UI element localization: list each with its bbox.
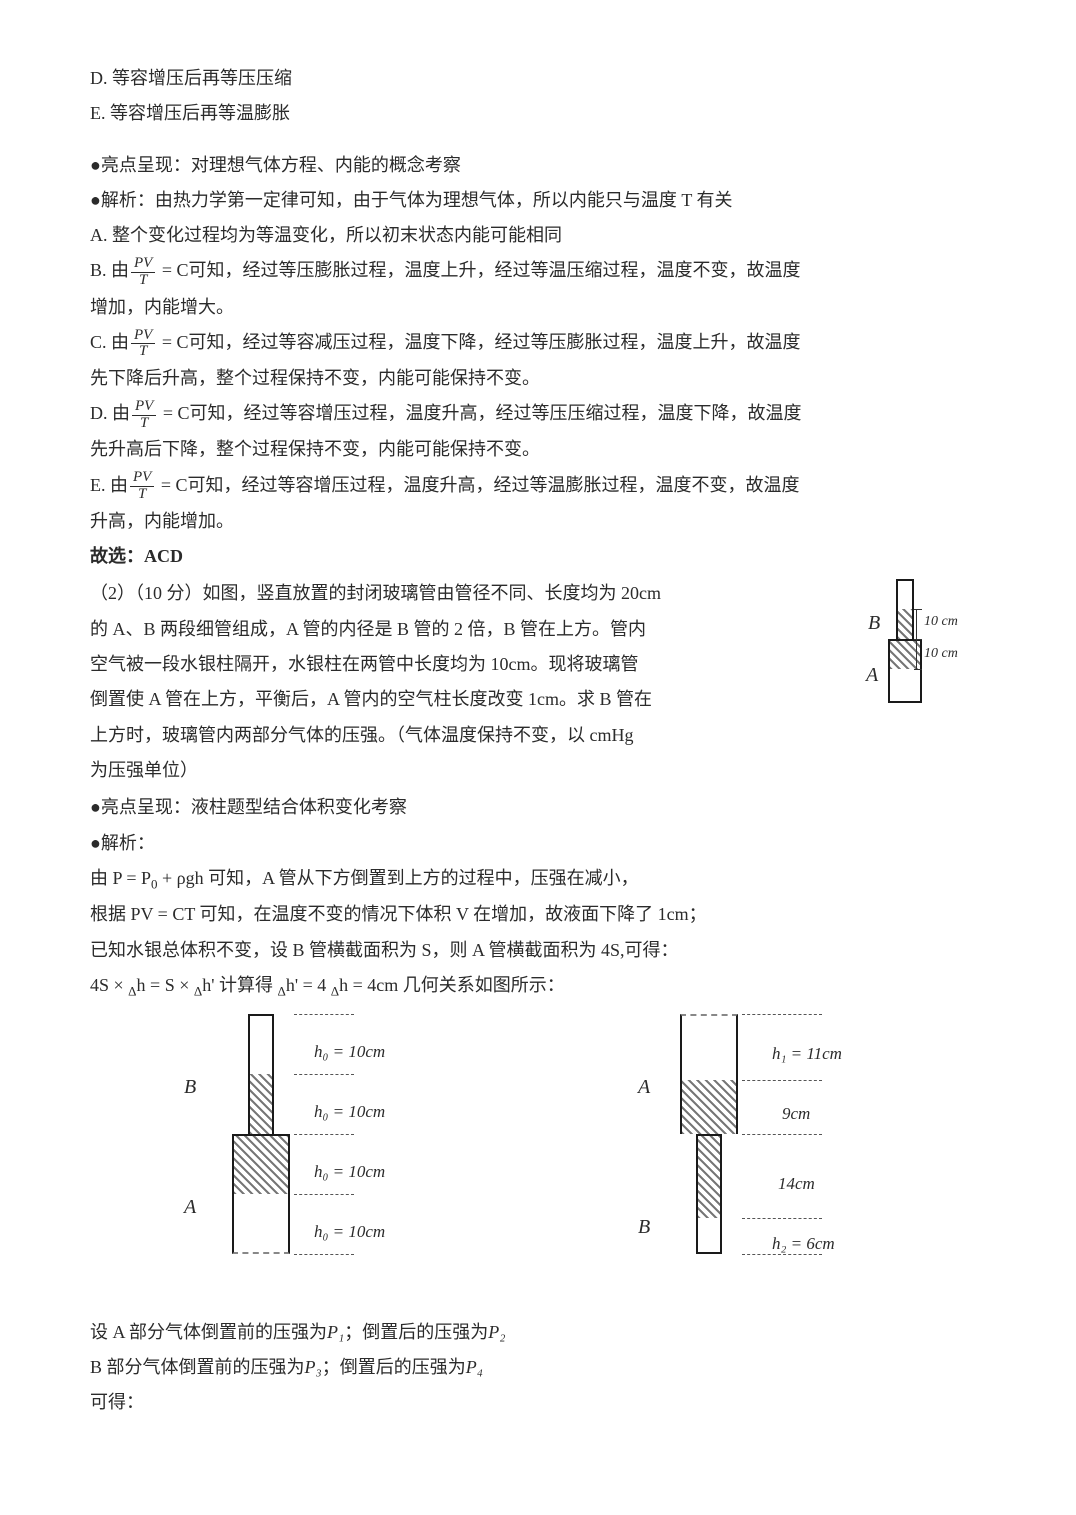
right-9cm: 9cm: [782, 1098, 810, 1129]
conclusion-l3: 可得：: [90, 1386, 986, 1419]
option-d: D. 等容增压后再等压压缩: [90, 62, 986, 95]
right-h2: h₂ = 6cm: [772, 1228, 835, 1259]
highlight-1: ●亮点呈现：对理想气体方程、内能的概念考察: [90, 149, 986, 182]
q2-l4: 倒置使 A 管在上方，平衡后，A 管内的空气柱长度改变 1cm。求 B 管在: [90, 683, 848, 716]
concl-p2: P₂: [488, 1322, 505, 1342]
concl-l2a: B 部分气体倒置前的压强为: [90, 1357, 305, 1377]
concl-p1: P₁: [327, 1322, 344, 1342]
sol-l1-post: + ρgh 可知，A 管从下方倒置到上方的过程中，压强在减小，: [158, 868, 639, 888]
left-h0-2: h₀ = 10cm: [314, 1096, 385, 1127]
analysis-2: ●解析：: [90, 827, 986, 860]
conclusion-l2: B 部分气体倒置前的压强为P₃；倒置后的压强为P₄: [90, 1351, 986, 1384]
sol-l4-a: 4S ×: [90, 975, 128, 995]
concl-p3: P₃: [305, 1357, 322, 1377]
expl-b: B. 由PVT = C可知，经过等压膨胀过程，温度上升，经过等温压缩过程，温度不…: [90, 254, 986, 288]
delta-3: Δ: [278, 984, 286, 999]
analysis-head: ●解析：由热力学第一定律可知，由于气体为理想气体，所以内能只与温度 T 有关: [90, 184, 986, 217]
expl-a: A. 整个变化过程均为等温变化，所以初末状态内能可能相同: [90, 219, 986, 252]
sol-l1: 由 P = P0 + ρgh 可知，A 管从下方倒置到上方的过程中，压强在减小，: [90, 862, 986, 897]
frac-pv-t: PVT: [130, 470, 154, 503]
conclusion-l1: 设 A 部分气体倒置前的压强为P₁；倒置后的压强为P₂: [90, 1316, 986, 1349]
sol-l1-pre: 由 P = P: [90, 868, 151, 888]
expl-d: D. 由PVT = C可知，经过等容增压过程，温度升高，经过等压压缩过程，温度下…: [90, 397, 986, 431]
sol-l4: 4S × Δh = S × Δh' 计算得 Δh' = 4 Δh = 4cm 几…: [90, 969, 986, 1004]
small-dim-2: 10 cm: [924, 641, 958, 667]
frac-pv-t: PVT: [132, 399, 156, 432]
q2-l1: （2）（10 分）如图，竖直放置的封闭玻璃管由管径不同、长度均为 20cm: [90, 577, 848, 610]
frac-pv-t: PVT: [131, 328, 155, 361]
expl-e-pre: E. 由: [90, 475, 128, 495]
delta-1: Δ: [128, 984, 136, 999]
q2-l5: 上方时，玻璃管内两部分气体的压强。（气体温度保持不变，以 cmHg: [90, 719, 848, 752]
delta-4: Δ: [331, 984, 339, 999]
left-h0-3: h₀ = 10cm: [314, 1156, 385, 1187]
sol-l4-e: h = 4cm 几何关系如图所示：: [339, 975, 565, 995]
expl-e: E. 由PVT = C可知，经过等容增压过程，温度升高，经过等温膨胀过程，温度不…: [90, 469, 986, 503]
sol-l4-d: h' = 4: [286, 975, 331, 995]
option-e: E. 等容增压后再等温膨胀: [90, 97, 986, 130]
expl-b-pre: B. 由: [90, 260, 129, 280]
left-h0-4: h₀ = 10cm: [314, 1216, 385, 1247]
right-14cm: 14cm: [778, 1168, 815, 1199]
left-h0-1: h₀ = 10cm: [314, 1036, 385, 1067]
right-label-a: A: [638, 1069, 650, 1106]
sol-l3: 已知水银总体积不变，设 B 管横截面积为 S，则 A 管横截面积为 4S,可得：: [90, 934, 986, 967]
expl-e-2: 升高，内能增加。: [90, 505, 986, 538]
concl-p4: P₄: [466, 1357, 483, 1377]
expl-c-pre: C. 由: [90, 332, 129, 352]
big-diagrams: B A h₀ = 10cm h₀ = 10cm h₀ = 10cm h₀ = 1…: [90, 1014, 986, 1304]
expl-b-post: = C可知，经过等压膨胀过程，温度上升，经过等温压缩过程，温度不变，故温度: [157, 260, 800, 280]
expl-c-post: = C可知，经过等容减压过程，温度下降，经过等压膨胀过程，温度上升，故温度: [157, 332, 800, 352]
concl-l2b: ；倒置后的压强为: [322, 1357, 466, 1377]
sol-l4-b: h = S ×: [137, 975, 194, 995]
delta-2: Δ: [194, 984, 202, 999]
right-tube: A B h₁ = 11cm 9cm 14cm h₂ = 6cm: [602, 1014, 922, 1304]
expl-b-2: 增加，内能增大。: [90, 291, 986, 324]
answer: 故选：ACD: [90, 540, 986, 573]
concl-l1a: 设 A 部分气体倒置前的压强为: [90, 1322, 327, 1342]
small-tube-diagram: B A 10 cm 10 cm: [866, 579, 986, 709]
left-label-a: A: [184, 1189, 196, 1226]
right-h1: h₁ = 11cm: [772, 1038, 842, 1069]
right-label-b: B: [638, 1209, 650, 1246]
expl-e-post: = C可知，经过等容增压过程，温度升高，经过等温膨胀过程，温度不变，故温度: [156, 475, 799, 495]
concl-l1b: ；倒置后的压强为: [344, 1322, 488, 1342]
small-label-b: B: [868, 605, 880, 642]
sol-l4-c: h' 计算得: [202, 975, 277, 995]
q2-l3: 空气被一段水银柱隔开，水银柱在两管中长度均为 10cm。现将玻璃管: [90, 648, 848, 681]
left-tube: B A h₀ = 10cm h₀ = 10cm h₀ = 10cm h₀ = 1…: [154, 1014, 474, 1304]
q2-l2: 的 A、B 两段细管组成，A 管的内径是 B 管的 2 倍，B 管在上方。管内: [90, 613, 848, 646]
small-label-a: A: [866, 657, 878, 694]
q2-l6: 为压强单位）: [90, 754, 848, 787]
sol-l2: 根据 PV = CT 可知，在温度不变的情况下体积 V 在增加，故液面下降了 1…: [90, 898, 986, 931]
small-dim-1: 10 cm: [924, 609, 958, 635]
expl-d-2: 先升高后下降，整个过程保持不变，内能可能保持不变。: [90, 433, 986, 466]
highlight-2: ●亮点呈现：液柱题型结合体积变化考察: [90, 791, 986, 824]
expl-d-post: = C可知，经过等容增压过程，温度升高，经过等压压缩过程，温度下降，故温度: [158, 403, 801, 423]
left-label-b: B: [184, 1069, 196, 1106]
expl-c-2: 先下降后升高，整个过程保持不变，内能可能保持不变。: [90, 362, 986, 395]
expl-d-pre: D. 由: [90, 403, 130, 423]
expl-c: C. 由PVT = C可知，经过等容减压过程，温度下降，经过等压膨胀过程，温度上…: [90, 326, 986, 360]
frac-pv-t: PVT: [131, 256, 155, 289]
